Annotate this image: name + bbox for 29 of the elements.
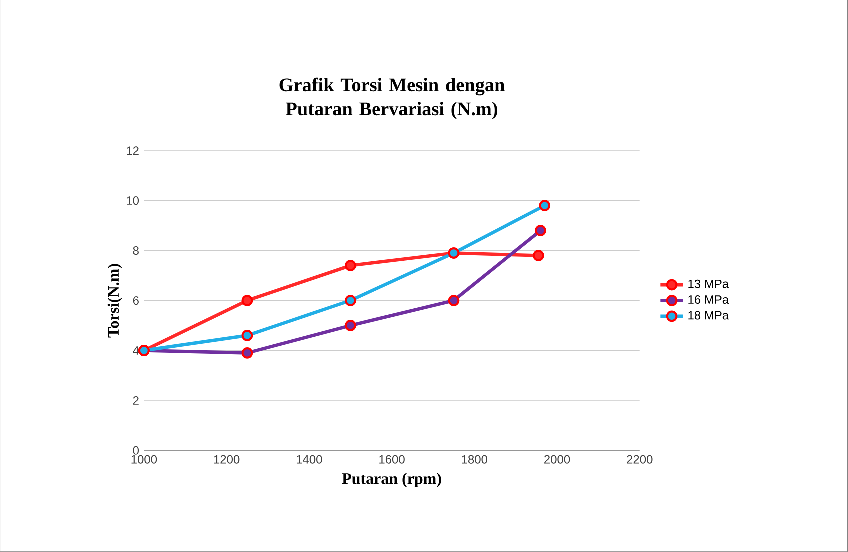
point [242,294,254,306]
x-tick-label: 1400 [296,455,322,464]
point [345,294,356,306]
point [533,250,544,262]
point [448,294,460,306]
point [345,320,356,332]
x-tick-label: 1200 [214,455,240,464]
point [242,347,254,359]
x-tick-label: 1800 [462,455,488,464]
chart-title: Grafik Torsi Mesin dengan Putaran Bervariasi (N.m) [280,78,505,120]
x-tick-label: 1600 [380,455,405,464]
point [535,225,546,236]
x-tick-label: 2000 [544,455,570,464]
y-tick-label: 2 [133,396,139,405]
point [345,260,356,272]
y-axis-title: Torsi(N.m) [108,264,122,338]
y-tick-label: 6 [133,296,139,305]
x-axis-title: Putaran (rpm) [342,472,442,488]
y-tick-label: 10 [127,196,140,205]
point [539,200,551,212]
y-tick-label: 8 [133,246,139,255]
x-tick-label: 1000 [132,455,158,464]
legend-label: 16 MPa [688,295,730,304]
point [242,330,254,342]
legend-label: 13 MPa [688,280,730,288]
y-tick-label: 0 [133,446,140,455]
x-tick-label: 2200 [627,455,653,464]
y-tick-label: 12 [127,146,139,155]
legend-label: 18 MPa [688,311,730,320]
